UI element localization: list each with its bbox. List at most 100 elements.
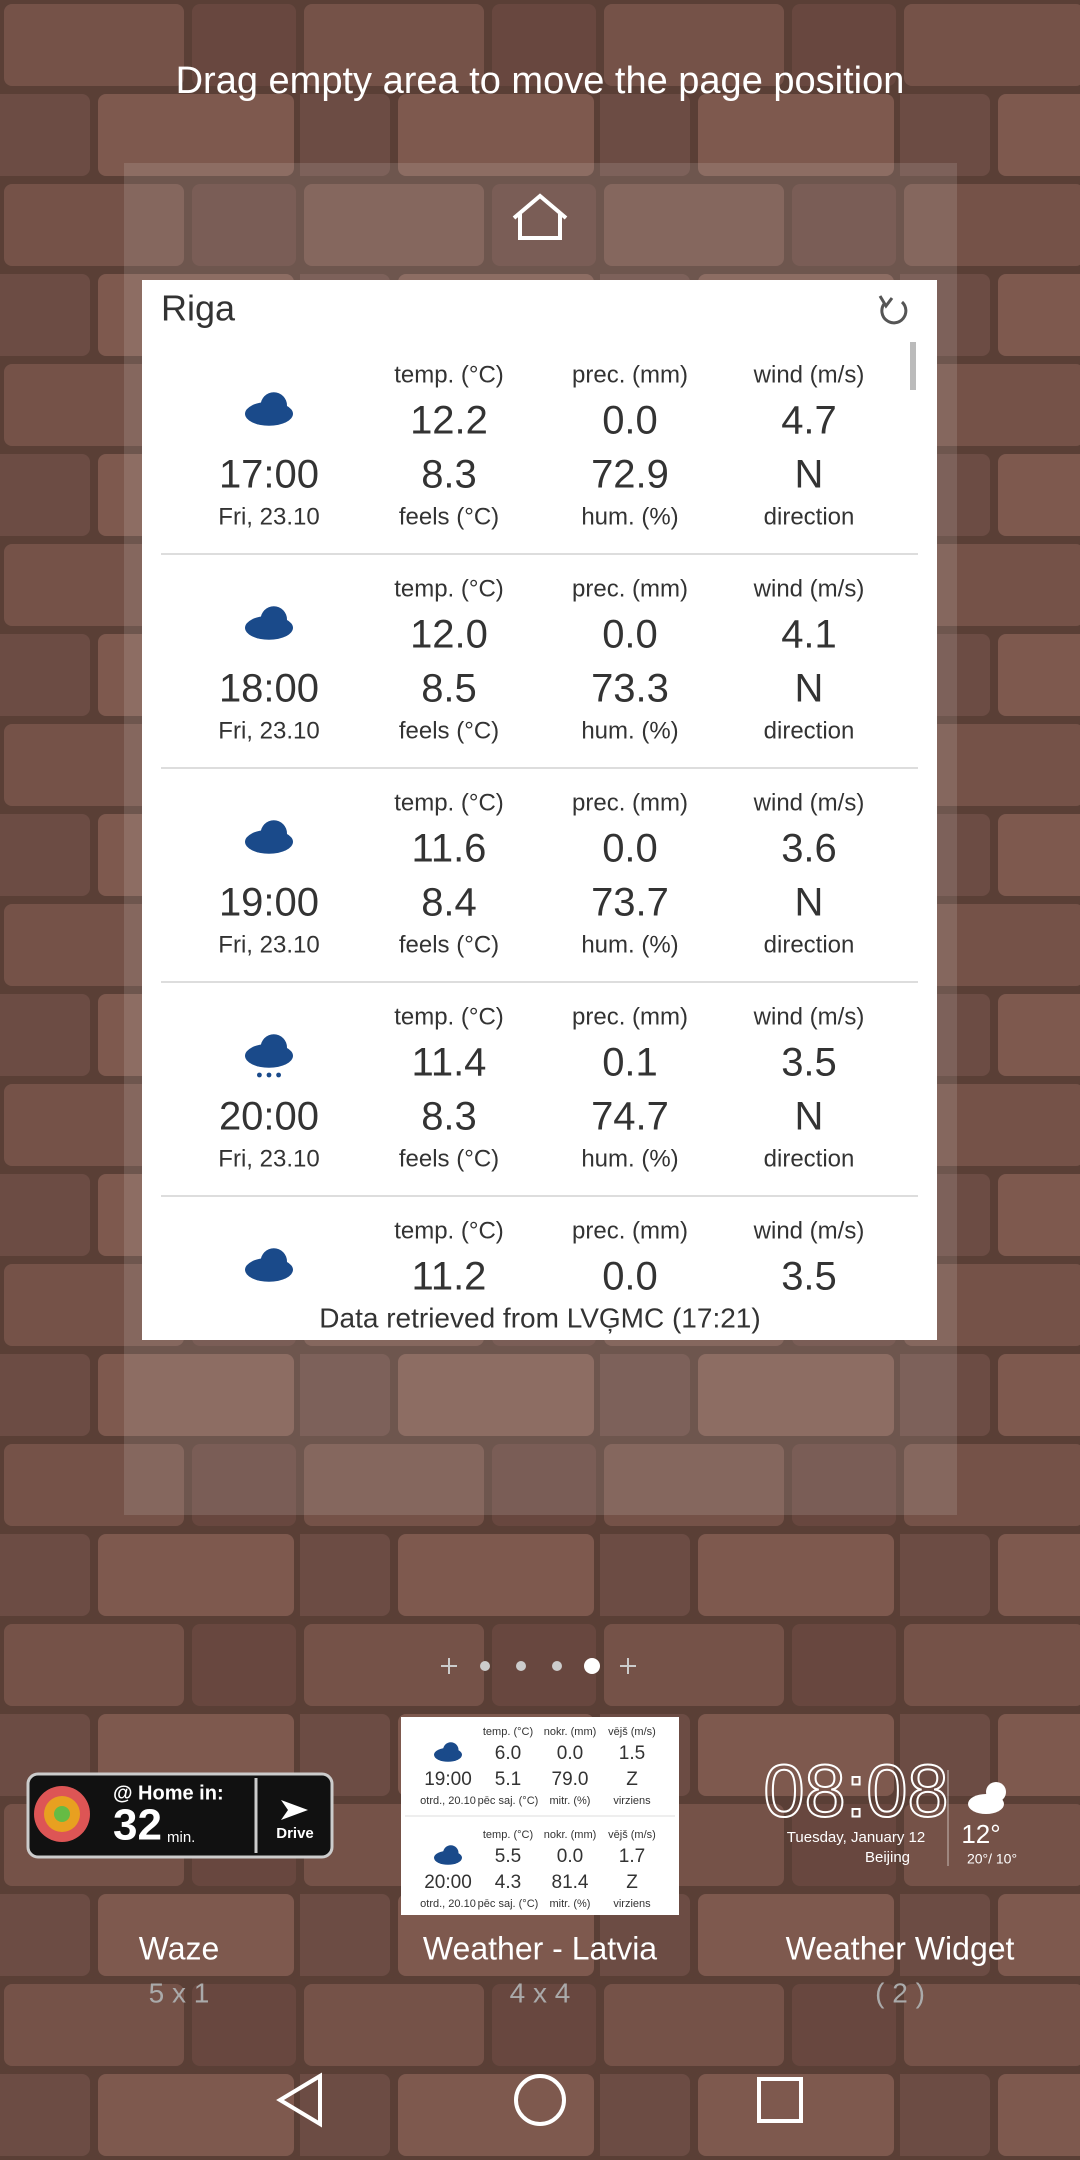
prec: 0.0	[602, 399, 658, 443]
cloud-icon	[443, 1845, 459, 1861]
wind: 3.5	[781, 1255, 837, 1299]
prec: 0.0	[557, 1846, 583, 1867]
waze-minutes: 32	[113, 1801, 162, 1850]
widget-size: 5 x 1	[149, 1977, 210, 2008]
direction-label: direction	[764, 1145, 855, 1172]
widget-name: Weather - Latvia	[423, 1930, 657, 1966]
hum-label: mitr. (%)	[550, 1795, 591, 1807]
temp-label: temp. (°C)	[394, 789, 504, 816]
prec: 0.1	[602, 1041, 658, 1085]
temp: 11.4	[412, 1041, 487, 1085]
rain-drop	[257, 1072, 262, 1078]
nav-back[interactable]	[276, 2072, 322, 2128]
latvia-rows: 19:00 otrd., 20.10 temp. (°C) 6.0 5.1 pēc saj…	[420, 1726, 656, 1910]
home-icon[interactable]	[512, 193, 568, 240]
direction: N	[795, 1095, 824, 1139]
feels-label: pēc saj. (°C)	[478, 1898, 539, 1910]
hum: 72.9	[591, 453, 669, 497]
time: 19:00	[424, 1769, 472, 1790]
direction: N	[795, 667, 824, 711]
clock-range: 20°/ 10°	[967, 1851, 1017, 1867]
hum-label: hum. (%)	[581, 717, 678, 744]
page-dots	[441, 1658, 636, 1674]
wind-label: wind (m/s)	[753, 789, 865, 816]
cloud-icon	[260, 606, 287, 633]
time: 20:00	[424, 1872, 472, 1893]
waze-drive: Drive	[276, 1825, 314, 1842]
direction: Z	[626, 1872, 638, 1893]
prec: 0.0	[602, 827, 658, 871]
feels: 4.3	[495, 1872, 521, 1893]
hum: 73.3	[591, 667, 669, 711]
feels-label: feels (°C)	[399, 717, 499, 744]
temp: 11.6	[412, 827, 487, 871]
prec-label: prec. (mm)	[572, 1217, 688, 1244]
hum: 79.0	[552, 1769, 589, 1790]
widget-name: Weather Widget	[786, 1930, 1015, 1966]
wind-label: vējš (m/s)	[608, 1726, 656, 1738]
temp-label: temp. (°C)	[394, 361, 504, 388]
time: 17:00	[219, 453, 319, 497]
refresh-icon[interactable]	[880, 300, 908, 325]
rain-drop	[266, 1072, 272, 1078]
hum: 74.7	[591, 1095, 669, 1139]
hum-label: hum. (%)	[581, 1145, 678, 1172]
clock-city: Beijing	[865, 1849, 910, 1866]
direction: N	[795, 881, 824, 925]
feels: 8.3	[421, 1095, 477, 1139]
direction-label: direction	[764, 717, 855, 744]
prec: 0.0	[602, 613, 658, 657]
wind: 1.5	[619, 1743, 645, 1764]
prec-label: prec. (mm)	[572, 361, 688, 388]
waze-home: @ Home in:	[113, 1782, 224, 1804]
wind: 3.6	[781, 827, 837, 871]
temp: 5.5	[495, 1846, 521, 1867]
nav-home[interactable]	[514, 2074, 566, 2126]
direction-label: direction	[764, 503, 855, 530]
time: 19:00	[219, 881, 319, 925]
sun-cloud-icon	[968, 1782, 1006, 1814]
prec: 0.0	[557, 1743, 583, 1764]
temp-label: temp. (°C)	[394, 1003, 504, 1030]
wind: 3.5	[781, 1041, 837, 1085]
clock-date: Tuesday, January 12	[787, 1829, 925, 1846]
forecast-list: 17:00 Fri, 23.10 temp. (°C) 12.2 8.3 feels (°…	[161, 361, 918, 1299]
widget-card	[142, 280, 937, 1340]
widget-size: 4 x 4	[510, 1977, 571, 2008]
cloud-icon	[260, 392, 287, 419]
prec-label: prec. (mm)	[572, 1003, 688, 1030]
direction: Z	[626, 1769, 638, 1790]
temp-label: temp. (°C)	[394, 1217, 504, 1244]
wind-label: wind (m/s)	[753, 1217, 865, 1244]
date: otrd., 20.10	[420, 1898, 476, 1910]
feels-label: feels (°C)	[399, 931, 499, 958]
footer: Data retrieved from LVĢMC (17:21)	[319, 1302, 760, 1333]
temp-label: temp. (°C)	[483, 1829, 533, 1841]
waze-unit: min.	[167, 1829, 195, 1846]
cloud-icon	[443, 1742, 459, 1758]
date: Fri, 23.10	[218, 717, 319, 744]
clock-temp: 12°	[961, 1819, 1000, 1849]
refresh-arrow	[878, 295, 894, 309]
waze-widget[interactable]	[26, 1772, 334, 1859]
hum-label: mitr. (%)	[550, 1898, 591, 1910]
rain-drop	[276, 1072, 281, 1078]
prec-label: prec. (mm)	[572, 575, 688, 602]
cloud-icon	[260, 820, 287, 847]
widget-name: Waze	[139, 1930, 220, 1966]
nav-recents[interactable]	[757, 2077, 803, 2123]
temp-label: temp. (°C)	[394, 575, 504, 602]
date: Fri, 23.10	[218, 1145, 319, 1172]
wind: 4.1	[781, 613, 837, 657]
feels: 5.1	[495, 1769, 521, 1790]
feels: 8.5	[421, 667, 477, 711]
prec: 0.0	[602, 1255, 658, 1299]
widget-count: ( 2 )	[875, 1977, 925, 2008]
feels-label: feels (°C)	[399, 503, 499, 530]
hum-label: hum. (%)	[581, 931, 678, 958]
direction: N	[795, 453, 824, 497]
cloud-icon	[260, 1248, 287, 1275]
wind-label: wind (m/s)	[753, 575, 865, 602]
date: Fri, 23.10	[218, 503, 319, 530]
time: 18:00	[219, 667, 319, 711]
